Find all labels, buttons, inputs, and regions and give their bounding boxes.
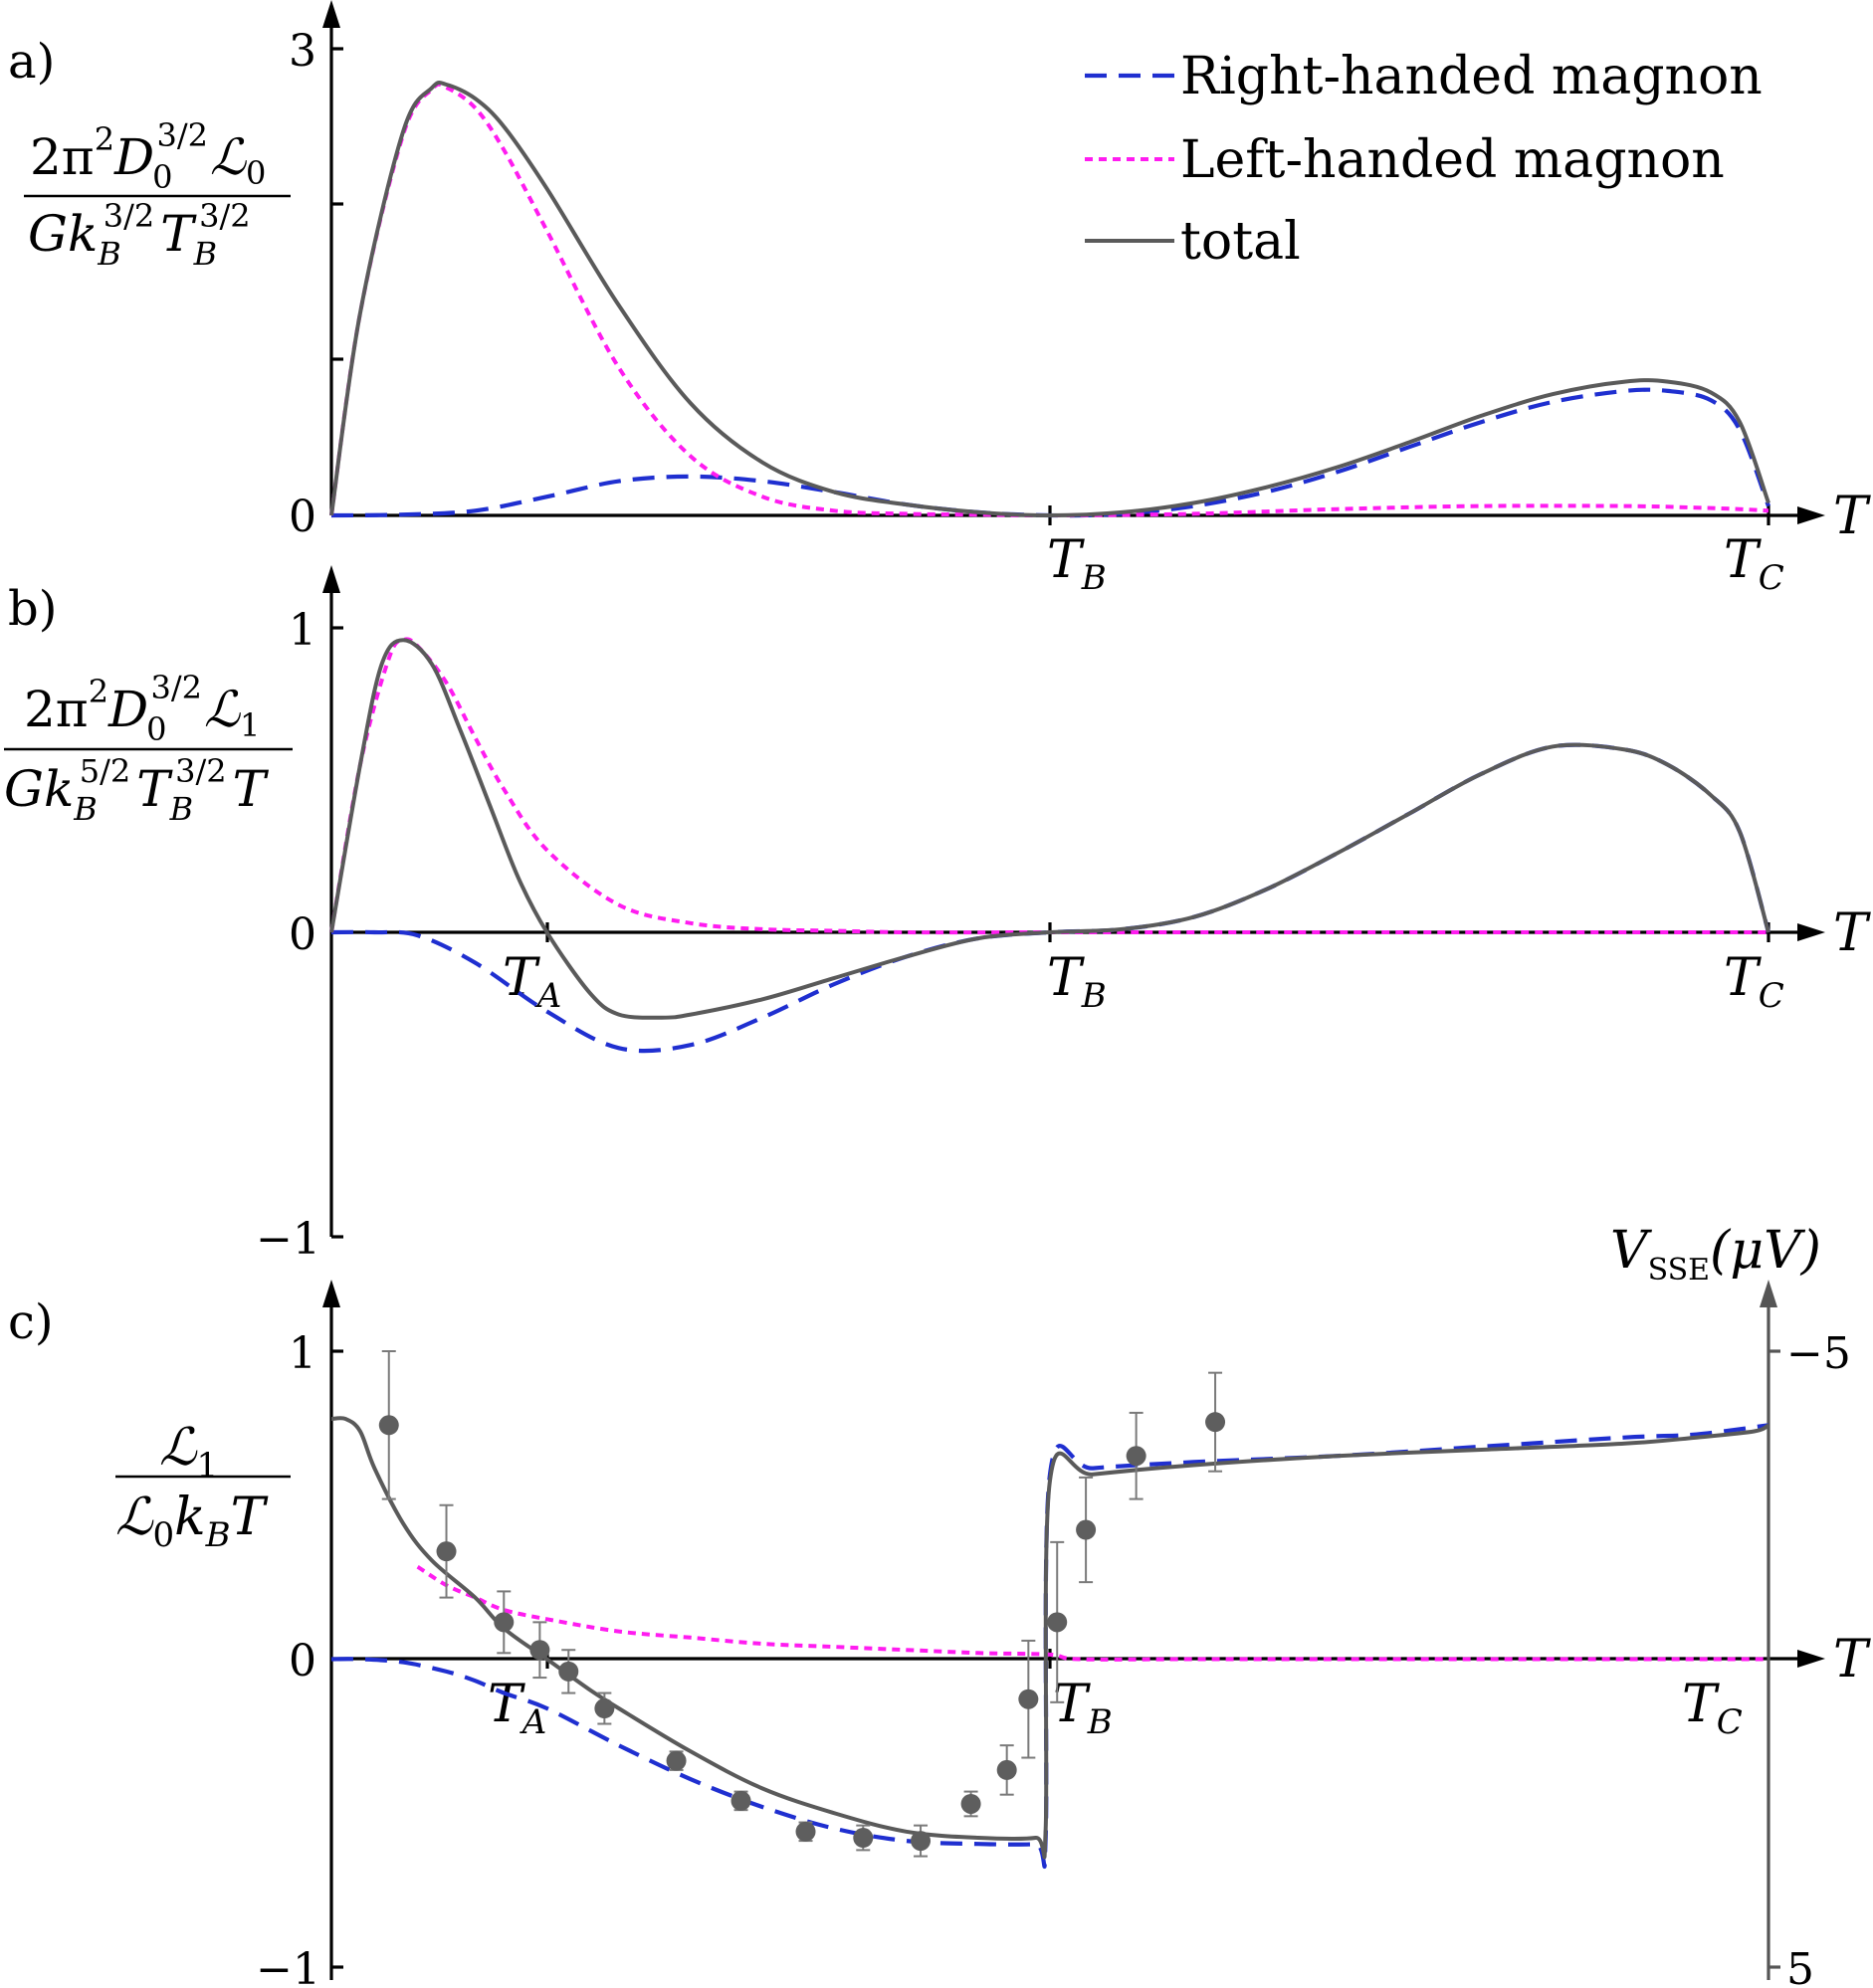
measured-point-dot xyxy=(558,1661,579,1682)
panel-c-measured-points xyxy=(378,1350,1226,1858)
measured-point-dot xyxy=(436,1541,457,1562)
panel-a: a) 2π2D03/2ℒ0 GkB3/2 TB3/2 3 0 T TB TC xyxy=(8,0,1871,598)
panel-a-ytick-label-3: 3 xyxy=(289,26,316,77)
panel-b-ytick-label-0: 0 xyxy=(289,909,316,960)
panel-c-label: c) xyxy=(8,1294,54,1350)
measured-point-dot xyxy=(730,1790,751,1811)
panel-b-ytick-label-m1: −1 xyxy=(256,1214,320,1265)
panel-b-xmark-tb: TB xyxy=(1047,948,1107,1016)
panel-b: b) 2π2D03/2ℒ1 GkB5/2 TB3/2 T 1 0 −1 T TA T… xyxy=(4,565,1871,1265)
legend-left-label: Left-handed magnon xyxy=(1180,130,1725,190)
panel-a-series-total xyxy=(329,80,1770,518)
measured-point xyxy=(1018,1639,1039,1759)
panel-b-x-symbol: T xyxy=(1833,903,1871,963)
panel-c-ytick-label-m1: −1 xyxy=(256,1944,320,1988)
panel-c: c) ℒ1 ℒ0kBT 1 0 −1 T TA TB TC −5 5 xyxy=(8,1221,1871,1988)
measured-point xyxy=(529,1621,550,1680)
measured-point-dot xyxy=(1076,1519,1097,1540)
measured-point-dot xyxy=(1126,1446,1146,1467)
measured-point xyxy=(594,1691,615,1725)
measured-point xyxy=(911,1824,932,1858)
measured-point xyxy=(1205,1371,1226,1473)
measured-point-dot xyxy=(911,1831,932,1852)
panel-c-xmark-ta: TA xyxy=(488,1675,546,1742)
measured-point xyxy=(1047,1540,1068,1703)
measured-point xyxy=(666,1750,687,1771)
measured-point xyxy=(730,1790,751,1812)
measured-point-dot xyxy=(1018,1689,1039,1709)
measured-point-dot xyxy=(494,1612,515,1633)
svg-text:ℒ0kBT: ℒ0kBT xyxy=(115,1488,269,1555)
panel-a-label: a) xyxy=(8,34,55,90)
measured-point-dot xyxy=(378,1415,399,1436)
svg-text:2π2D03/2ℒ1: 2π2D03/2ℒ1 xyxy=(24,669,260,748)
measured-point xyxy=(436,1503,457,1599)
legend-total-label: total xyxy=(1180,212,1301,272)
svg-text:2π2D03/2ℒ0: 2π2D03/2ℒ0 xyxy=(30,116,266,196)
panel-c-x-arrow xyxy=(1797,1650,1825,1668)
panel-c-series xyxy=(330,1416,1769,1869)
panel-a-ytick-label-0: 0 xyxy=(289,492,316,542)
panel-c-ylabel: ℒ1 ℒ0kBT xyxy=(115,1418,291,1555)
panel-b-ytick-label-1: 1 xyxy=(289,605,316,656)
panel-c-y-arrow xyxy=(322,1280,340,1307)
measured-point-dot xyxy=(1047,1612,1068,1633)
panel-b-series xyxy=(329,637,1771,1054)
panel-a-x-arrow xyxy=(1797,506,1825,524)
measured-point xyxy=(558,1649,579,1694)
measured-point xyxy=(960,1790,981,1818)
panel-b-ylabel: 2π2D03/2ℒ1 GkB5/2 TB3/2 T xyxy=(4,669,293,828)
measured-point xyxy=(853,1824,874,1852)
measured-point-dot xyxy=(1205,1412,1226,1433)
measured-point-dot xyxy=(529,1640,550,1661)
panel-a-y-arrow xyxy=(322,0,340,28)
panel-c-ytick-label-0: 0 xyxy=(289,1636,316,1687)
panel-b-y-arrow xyxy=(322,565,340,593)
panel-a-xmark-tc: TC xyxy=(1724,530,1784,598)
panel-b-x-arrow xyxy=(1797,923,1825,941)
measured-point-dot xyxy=(996,1759,1017,1780)
panel-b-xmark-ta: TA xyxy=(503,948,561,1016)
measured-point xyxy=(378,1350,399,1500)
measured-point-dot xyxy=(795,1821,816,1842)
panel-c-right-arrow xyxy=(1760,1280,1777,1307)
panel-a-x-symbol: T xyxy=(1833,487,1871,546)
measured-point xyxy=(1126,1411,1146,1500)
measured-point xyxy=(996,1744,1017,1796)
panel-b-series-total xyxy=(329,638,1770,1020)
panel-c-ytick-label-1: 1 xyxy=(289,1328,316,1379)
panel-b-series-left-handed-magnon xyxy=(329,637,1769,935)
measured-point-dot xyxy=(853,1828,874,1849)
panel-c-series-total xyxy=(330,1416,1769,1860)
panel-a-xmark-tb: TB xyxy=(1047,530,1107,598)
panel-a-series xyxy=(329,80,1770,518)
svg-text:ℒ1: ℒ1 xyxy=(159,1418,218,1486)
panel-b-xmark-tc: TC xyxy=(1724,948,1784,1016)
legend: Right-handed magnon Left-handed magnon t… xyxy=(1085,47,1763,272)
measured-point-dot xyxy=(960,1793,981,1814)
panel-c-right-label: VSSE(μV) xyxy=(1610,1221,1821,1288)
panel-a-series-right-handed-magnon xyxy=(330,387,1770,518)
panel-c-xmark-tb: TB xyxy=(1053,1675,1113,1742)
measured-point xyxy=(494,1590,515,1655)
panel-c-series-left-handed-magnon xyxy=(416,1564,1769,1662)
panel-c-x-symbol: T xyxy=(1833,1630,1871,1690)
measured-point xyxy=(1076,1476,1097,1584)
measured-point xyxy=(795,1821,816,1843)
legend-right-label: Right-handed magnon xyxy=(1180,47,1763,106)
panel-a-series-left-handed-magnon xyxy=(329,82,1769,518)
measured-point-dot xyxy=(666,1750,687,1771)
panel-c-xmark-tc: TC xyxy=(1682,1675,1743,1742)
panel-c-rtick-label-5: 5 xyxy=(1786,1944,1814,1988)
panel-a-ylabel: 2π2D03/2ℒ0 GkB3/2 TB3/2 xyxy=(24,116,291,273)
measured-point-dot xyxy=(594,1698,615,1719)
panel-b-label: b) xyxy=(8,581,57,637)
panel-c-rtick-label-m5: −5 xyxy=(1786,1328,1851,1379)
